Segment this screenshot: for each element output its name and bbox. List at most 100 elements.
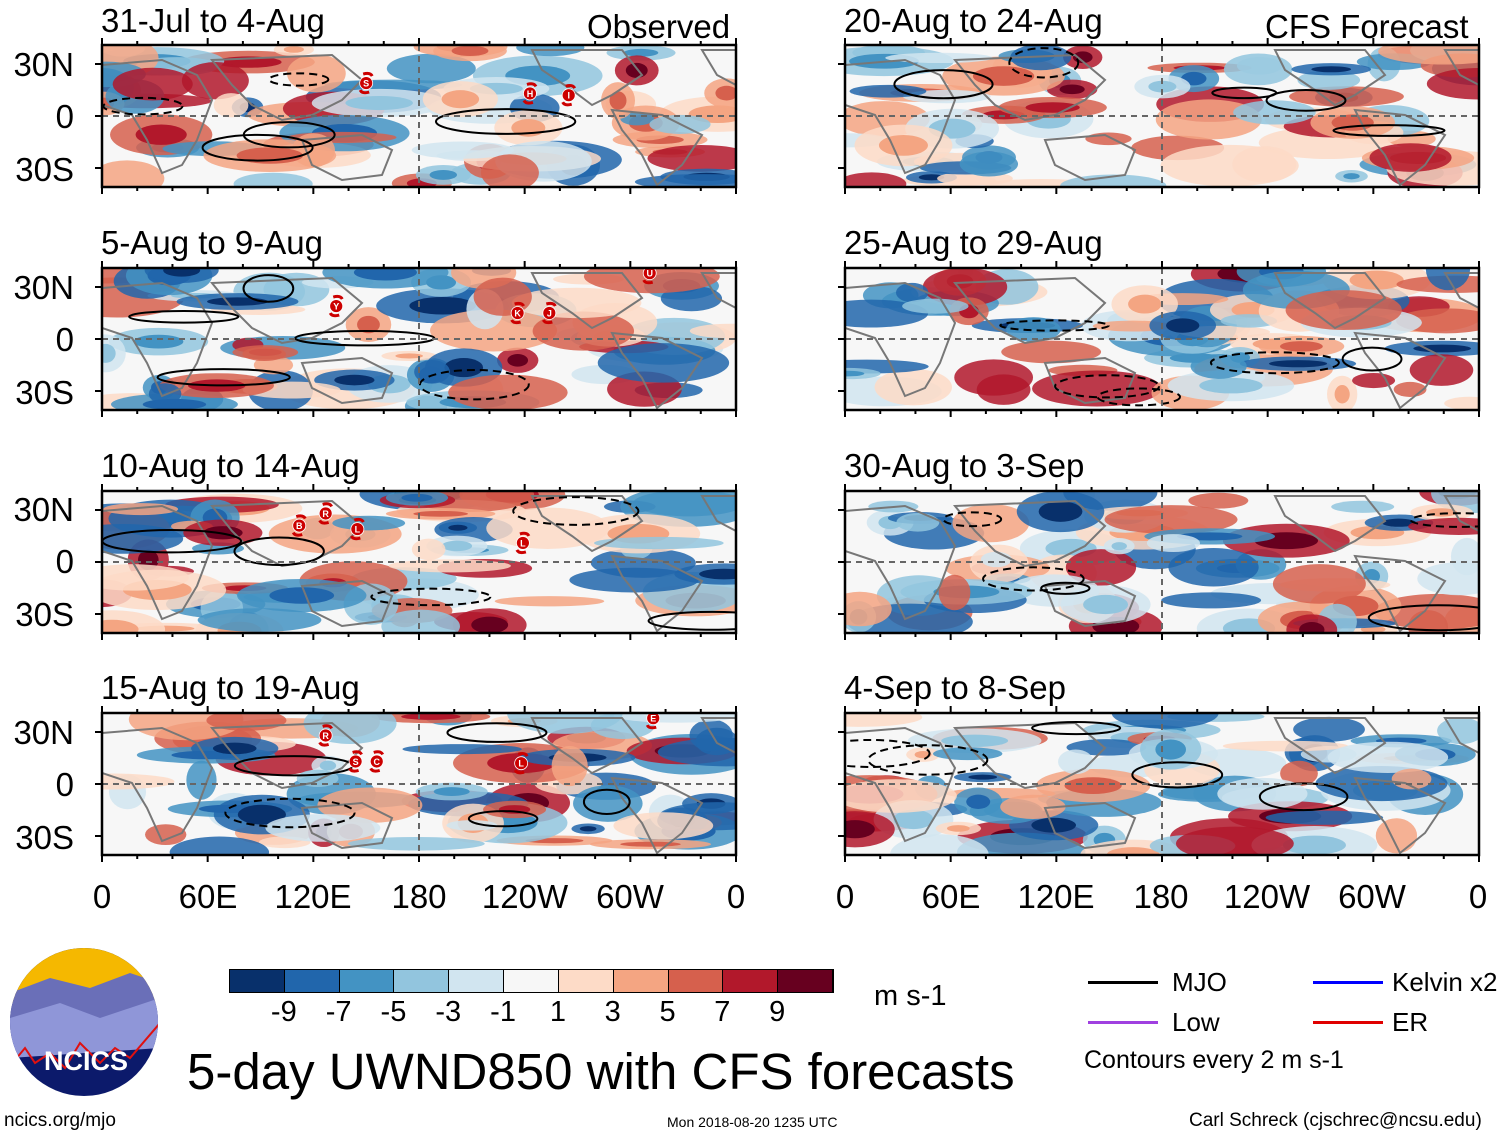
x-tick-label: 120W bbox=[481, 878, 569, 915]
logo-text: NCICS bbox=[44, 1046, 128, 1076]
legend-mjo: MJO bbox=[1172, 967, 1227, 997]
wind-anomaly-shading bbox=[1188, 492, 1249, 509]
y-tick-label: 30S bbox=[15, 596, 74, 633]
wind-anomaly-shading bbox=[1111, 713, 1219, 729]
wind-anomaly-shading bbox=[145, 824, 187, 846]
coastline bbox=[300, 356, 394, 405]
wind-anomaly-core bbox=[1343, 173, 1360, 180]
site-link[interactable]: ncics.org/mjo bbox=[4, 1110, 116, 1131]
storm-label: C bbox=[373, 757, 380, 767]
wind-anomaly-core bbox=[102, 343, 116, 363]
wind-anomaly-shading bbox=[689, 323, 736, 339]
tropical-cyclone-marker: L bbox=[515, 531, 531, 555]
wind-anomaly-shading bbox=[1426, 68, 1479, 100]
observed-label: Observed bbox=[587, 8, 731, 45]
mjo-contour bbox=[867, 744, 989, 776]
colorbar-swatch bbox=[558, 970, 614, 992]
wind-anomaly-core bbox=[334, 374, 375, 386]
coastline bbox=[1353, 776, 1447, 855]
mjo-contour bbox=[1054, 374, 1161, 399]
y-tick-label: 0 bbox=[55, 543, 74, 580]
mjo-contour bbox=[1341, 346, 1403, 372]
colorbar-swatch bbox=[394, 970, 450, 992]
tropical-cyclone-marker: B bbox=[291, 514, 307, 537]
storm-label: R bbox=[322, 509, 329, 519]
figure-title: 5-day UWND850 with CFS forecasts bbox=[187, 1043, 1015, 1100]
legend-er-line bbox=[1313, 1021, 1383, 1024]
coastline bbox=[1353, 331, 1447, 410]
wind-anomaly-core bbox=[451, 45, 489, 57]
y-tick-label: 0 bbox=[55, 98, 74, 135]
legend-kelvin-line bbox=[1313, 981, 1383, 984]
wind-anomaly-shading bbox=[402, 744, 522, 755]
x-tick-label: 60E bbox=[921, 878, 981, 915]
wind-anomaly-shading bbox=[1393, 381, 1427, 397]
storm-label: L bbox=[520, 538, 526, 548]
wind-anomaly-core bbox=[845, 370, 865, 377]
wind-anomaly-core bbox=[893, 809, 934, 830]
wind-anomaly-shading bbox=[1104, 505, 1238, 534]
wind-anomaly-shading bbox=[976, 374, 1031, 405]
wind-anomaly-shading bbox=[1085, 132, 1132, 146]
wind-anomaly-shading bbox=[242, 346, 287, 361]
colorbar-swatch bbox=[668, 970, 724, 992]
colorbar-swatch bbox=[339, 970, 395, 992]
wind-anomaly-core bbox=[433, 787, 470, 796]
x-tick-label: 120W bbox=[1223, 878, 1311, 915]
wind-anomaly-core bbox=[1268, 360, 1328, 368]
mjo-contour bbox=[128, 309, 240, 324]
coastline bbox=[845, 281, 957, 398]
mjo-contour bbox=[102, 96, 184, 116]
wind-anomaly-shading bbox=[902, 298, 969, 314]
coastline bbox=[700, 717, 736, 755]
mjo-contour bbox=[1096, 387, 1182, 407]
tropical-cyclone-marker: R bbox=[318, 724, 334, 747]
tropical-cyclone-marker: R bbox=[318, 502, 334, 525]
wind-anomaly-shading bbox=[1176, 826, 1294, 855]
wind-anomaly-shading bbox=[332, 515, 406, 531]
wind-anomaly-shading bbox=[1417, 562, 1479, 596]
mjo-contour bbox=[446, 722, 548, 743]
wind-anomaly-core bbox=[1148, 80, 1177, 93]
coastline bbox=[1443, 49, 1479, 87]
wind-anomaly-shading bbox=[102, 773, 175, 790]
wind-anomaly-shading bbox=[593, 536, 724, 550]
x-tick-label: 0 bbox=[1468, 878, 1488, 915]
wind-anomaly-shading bbox=[1327, 741, 1449, 773]
mjo-contour bbox=[1131, 761, 1224, 789]
map-panel bbox=[838, 38, 1481, 194]
x-tick-label: 120E bbox=[274, 878, 352, 915]
y-tick-label: 30N bbox=[13, 269, 74, 306]
ncics-logo: NCICS bbox=[10, 948, 158, 1096]
wind-anomaly-core bbox=[471, 616, 509, 633]
coastline bbox=[102, 281, 214, 398]
coastline bbox=[1353, 554, 1447, 633]
coastline bbox=[300, 801, 394, 850]
mjo-contour bbox=[982, 566, 1085, 592]
wind-anomaly-shading bbox=[1425, 268, 1471, 291]
y-tick-label: 30S bbox=[15, 151, 74, 188]
wind-anomaly-shading bbox=[1280, 760, 1318, 787]
storm-label: E bbox=[650, 714, 656, 724]
tropical-cyclone-marker: E bbox=[645, 713, 661, 730]
map-panel: Y K J U bbox=[95, 261, 738, 417]
wind-anomaly-shading bbox=[896, 512, 940, 532]
wind-anomaly-shading bbox=[613, 713, 736, 723]
panel-title: 31-Jul to 4-Aug bbox=[101, 2, 325, 39]
tropical-cyclone-marker: L bbox=[350, 517, 365, 541]
y-tick-label: 0 bbox=[55, 321, 74, 358]
tropical-cyclone-marker: Y bbox=[328, 294, 344, 318]
wind-anomaly-shading bbox=[494, 596, 605, 607]
wind-anomaly-core bbox=[699, 568, 736, 580]
wind-anomaly-core bbox=[413, 510, 468, 517]
coastline bbox=[300, 133, 394, 182]
wind-anomaly-shading bbox=[265, 814, 381, 842]
y-tick-label: 30S bbox=[15, 374, 74, 411]
tropical-cyclone-marker: S bbox=[348, 750, 363, 773]
y-tick-label: 30N bbox=[13, 714, 74, 751]
coastline bbox=[1273, 272, 1387, 330]
wind-anomaly-shading bbox=[186, 760, 217, 800]
coastline bbox=[610, 776, 704, 855]
wind-anomaly-shading bbox=[1190, 354, 1247, 379]
wind-anomaly-shading bbox=[1000, 794, 1066, 819]
